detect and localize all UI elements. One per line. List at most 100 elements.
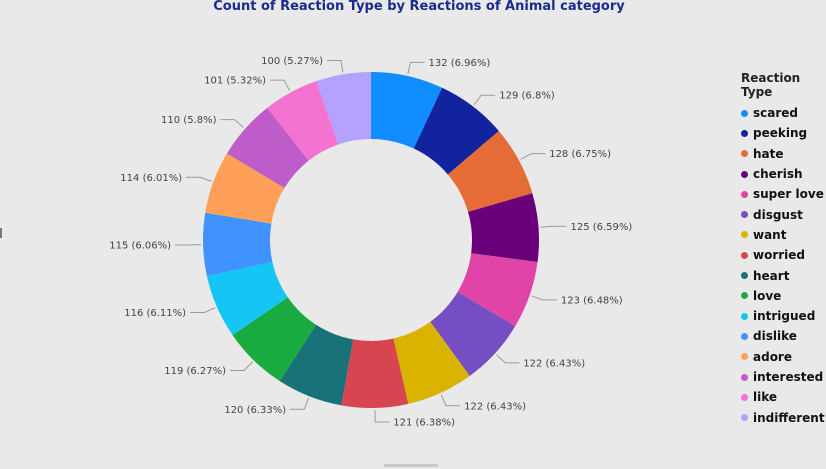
legend-label: hate (753, 146, 784, 161)
donut-slice-disgust[interactable] (430, 291, 516, 376)
leader-line (269, 79, 291, 91)
chart-title: Count of Reaction Type by Reactions of A… (213, 0, 625, 14)
donut-slice-indifferent[interactable] (316, 72, 371, 145)
data-label: 122 (6.43%) (464, 401, 526, 412)
leader-line (473, 94, 496, 106)
legend-items: scared peeking hate cherish super love disgus… (741, 103, 826, 428)
legend-marker (741, 109, 748, 117)
legend-label: adore (753, 349, 792, 364)
data-label: 101 (5.32%) (204, 76, 266, 87)
legend-label: love (753, 288, 782, 303)
legend-label: dislike (753, 329, 797, 344)
donut-slice-cherish[interactable] (468, 193, 539, 263)
leader-line (230, 361, 253, 371)
donut-slice-adore[interactable] (205, 153, 285, 224)
legend-marker (741, 393, 748, 401)
data-label: 123 (6.48%) (561, 295, 623, 306)
legend-item-intrigued[interactable]: intrigued (741, 306, 826, 326)
data-label: 128 (6.75%) (549, 149, 611, 160)
leader-line (290, 397, 310, 410)
legend-item-heart[interactable]: heart (741, 265, 826, 285)
data-label: 121 (6.38%) (393, 417, 455, 428)
donut-slice-scared[interactable] (371, 72, 443, 149)
data-label: 115 (6.06%) (109, 240, 171, 251)
donut-slice-like[interactable] (267, 81, 339, 161)
leader-line (540, 225, 567, 228)
legend-item-super-love[interactable]: super love (741, 184, 826, 204)
legend-marker (741, 211, 748, 219)
data-label: 114 (6.01%) (120, 173, 182, 184)
legend-title: Reaction Type (741, 71, 801, 99)
legend-marker (741, 251, 748, 259)
legend[interactable]: Reaction Type scared peeking hate cherish su… (741, 71, 826, 428)
legend-label: super love (753, 187, 824, 202)
legend-marker (741, 414, 748, 422)
data-label: 116 (6.11%) (124, 308, 186, 319)
legend-marker (741, 190, 748, 198)
data-label: 125 (6.59%) (570, 222, 632, 233)
legend-item-worried[interactable]: worried (741, 245, 826, 265)
leader-lines (175, 59, 567, 423)
legend-item-cherish[interactable]: cherish (741, 164, 826, 184)
legend-label: cherish (753, 167, 803, 182)
legend-item-disgust[interactable]: disgust (741, 204, 826, 224)
donut-slice-worried[interactable] (341, 338, 409, 408)
legend-label: indifferent (753, 410, 825, 425)
legend-label: peeking (753, 126, 808, 141)
legend-marker (741, 129, 748, 137)
scrollbar[interactable] (384, 464, 438, 467)
data-label: 120 (6.33%) (224, 405, 286, 416)
leader-line (496, 354, 520, 364)
data-label: 129 (6.8%) (499, 91, 555, 102)
leader-line (374, 409, 390, 423)
legend-item-hate[interactable]: hate (741, 144, 826, 164)
legend-label: like (753, 390, 778, 405)
legend-item-love[interactable]: love (741, 286, 826, 306)
leader-line (531, 295, 557, 301)
leader-line (190, 307, 216, 314)
legend-item-adore[interactable]: adore (741, 347, 826, 367)
legend-marker (741, 272, 748, 280)
donut-slice-interested[interactable] (226, 107, 309, 189)
legend-marker (741, 150, 748, 158)
donut-slice-peeking[interactable] (413, 87, 499, 175)
legend-label: want (753, 227, 787, 242)
data-label: 110 (5.8%) (161, 115, 217, 126)
legend-item-interested[interactable]: interested (741, 367, 826, 387)
data-label: 122 (6.43%) (523, 358, 585, 369)
legend-item-dislike[interactable]: dislike (741, 326, 826, 346)
donut-slice-heart[interactable] (279, 324, 354, 406)
legend-marker (741, 312, 748, 320)
legend-marker (741, 292, 748, 300)
legend-marker (741, 353, 748, 361)
resize-handle[interactable] (0, 228, 2, 238)
legend-label: heart (753, 268, 790, 283)
donut-slice-want[interactable] (393, 321, 470, 404)
legend-item-like[interactable]: like (741, 387, 826, 407)
legend-marker (741, 231, 748, 239)
legend-item-want[interactable]: want (741, 225, 826, 245)
leader-line (326, 59, 344, 73)
data-label: 132 (6.96%) (428, 58, 490, 69)
donut-slice-super-love[interactable] (457, 253, 538, 327)
legend-marker (741, 170, 748, 178)
legend-label: worried (753, 248, 806, 263)
donut-slice-hate[interactable] (447, 130, 533, 212)
legend-item-peeking[interactable]: peeking (741, 123, 826, 143)
legend-label: interested (753, 370, 824, 384)
legend-marker (741, 373, 748, 381)
legend-label: intrigued (753, 309, 816, 324)
leader-line (407, 61, 425, 75)
leader-line (186, 176, 212, 182)
donut-slice-dislike[interactable] (203, 212, 273, 277)
data-label: 119 (6.27%) (164, 366, 226, 377)
donut-slice-intrigued[interactable] (206, 261, 288, 336)
legend-label: scared (753, 106, 798, 121)
legend-item-indifferent[interactable]: indifferent (741, 407, 826, 427)
data-label: 100 (5.27%) (261, 56, 323, 67)
donut-slice-love[interactable] (232, 297, 317, 382)
legend-item-scared[interactable]: scared (741, 103, 826, 123)
leader-line (220, 119, 244, 128)
